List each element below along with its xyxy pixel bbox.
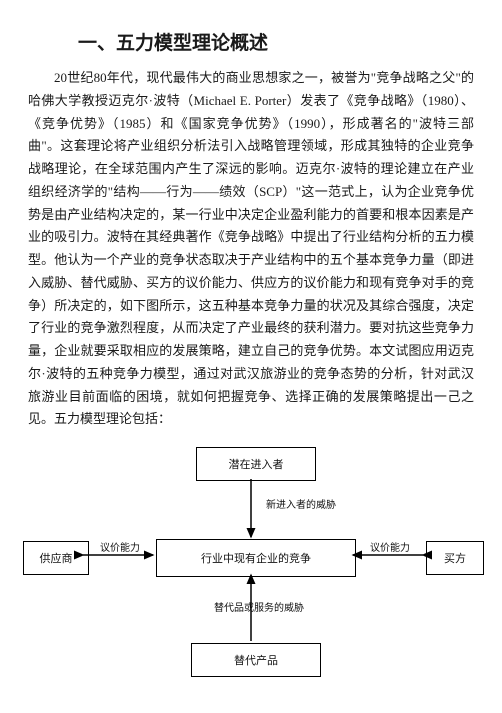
box-potential-entrants: 潜在进入者	[196, 447, 316, 481]
label-substitute-threat: 替代品或服务的威胁	[214, 599, 304, 614]
label-buyer-power: 议价能力	[370, 539, 410, 554]
box-buyers: 买方	[426, 541, 484, 575]
section-heading: 一、五力模型理论概述	[78, 28, 474, 55]
body-paragraph: 20世纪80年代，现代最伟大的商业思想家之一，被誉为"竞争战略之父"的哈佛大学教…	[28, 67, 474, 431]
box-industry-rivalry: 行业中现有企业的竞争	[156, 539, 356, 577]
box-substitutes: 替代产品	[191, 643, 321, 677]
five-forces-diagram: 潜在进入者 行业中现有企业的竞争 供应商 买方 替代产品 新进入者的威	[28, 441, 474, 685]
label-supplier-power: 议价能力	[100, 539, 140, 554]
box-suppliers: 供应商	[23, 541, 89, 575]
label-new-entrant-threat: 新进入者的威胁	[266, 496, 336, 511]
